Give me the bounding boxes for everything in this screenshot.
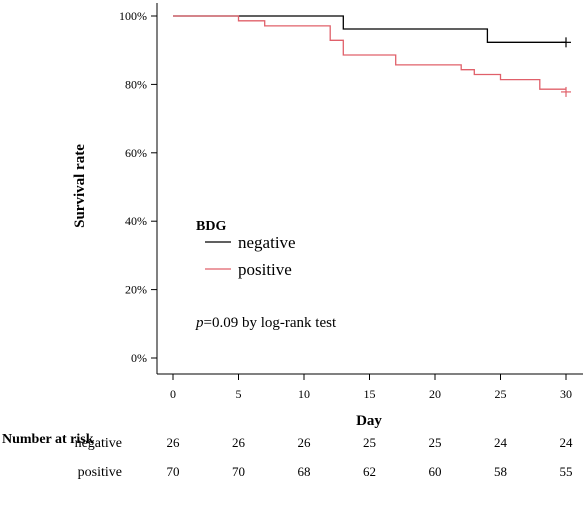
annotation-rest: =0.09 by log-rank test <box>204 315 337 331</box>
risk-row-label-positive: positive <box>78 465 122 480</box>
annotation-p: p <box>195 315 204 331</box>
y-tick-label: 0% <box>131 351 147 365</box>
risk-table: Number at risk negative 26 26 26 25 25 24 24 pos… <box>2 432 573 480</box>
x-axis: 0 5 10 15 20 25 30 <box>157 373 583 401</box>
y-tick-label: 100% <box>119 9 147 23</box>
risk-value: 25 <box>363 435 376 450</box>
risk-value: 24 <box>494 435 508 450</box>
risk-value: 25 <box>429 435 442 450</box>
y-axis-title: Survival rate <box>72 144 88 228</box>
risk-value: 68 <box>298 464 311 479</box>
legend-title: BDG <box>196 219 226 234</box>
legend: BDG negative positive <box>196 219 296 279</box>
risk-value: 70 <box>167 464 180 479</box>
y-tick-label: 60% <box>125 146 147 160</box>
risk-value: 24 <box>560 435 574 450</box>
y-tick-label: 40% <box>125 214 147 228</box>
logrank-annotation: p=0.09 by log-rank test <box>195 315 337 331</box>
y-tick-label: 20% <box>125 283 147 297</box>
risk-value: 26 <box>298 435 312 450</box>
risk-value: 70 <box>232 464 245 479</box>
risk-value: 26 <box>167 435 181 450</box>
risk-row-label-negative: negative <box>75 436 122 451</box>
curve-positive <box>173 15 566 90</box>
x-tick-label: 15 <box>364 387 376 401</box>
risk-value: 55 <box>560 464 573 479</box>
survival-curves <box>173 15 571 97</box>
x-tick-label: 10 <box>298 387 310 401</box>
x-tick-label: 20 <box>429 387 441 401</box>
risk-value: 58 <box>494 464 507 479</box>
y-axis: 0% 20% 40% 60% 80% 100% <box>119 3 158 374</box>
risk-value: 62 <box>363 464 376 479</box>
x-tick-label: 30 <box>560 387 572 401</box>
risk-value: 26 <box>232 435 246 450</box>
risk-table-title: Number at risk <box>2 432 94 447</box>
x-axis-title: Day <box>356 413 382 429</box>
x-tick-label: 25 <box>495 387 507 401</box>
legend-label-negative: negative <box>238 233 296 252</box>
y-tick-label: 80% <box>125 77 147 91</box>
risk-value: 60 <box>429 464 442 479</box>
x-tick-label: 5 <box>236 387 242 401</box>
legend-label-positive: positive <box>238 260 292 279</box>
x-tick-label: 0 <box>170 387 176 401</box>
curve-negative <box>173 15 566 43</box>
